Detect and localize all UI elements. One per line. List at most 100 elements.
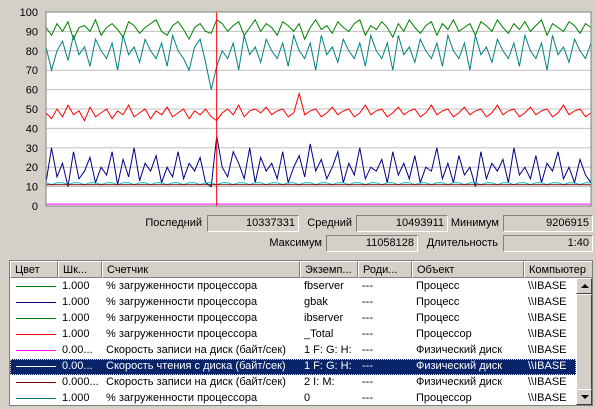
column-header-object[interactable]: Объект <box>412 261 524 278</box>
cell-scale: 1.000 <box>62 312 90 324</box>
cell-counter: % загруженности процессора <box>106 392 258 404</box>
cell-object: Процесс <box>416 296 460 308</box>
color-swatch <box>16 398 56 399</box>
cell-computer: \\IBASE <box>528 376 567 388</box>
cell-instance: 1 F: G: H: <box>304 360 352 372</box>
cell-parent: --- <box>362 376 373 388</box>
y-tick-label: 100 <box>20 7 38 19</box>
cell-counter: % загруженности процессора <box>106 280 258 292</box>
last-value: 10337331 <box>207 215 299 232</box>
graph-border <box>45 11 592 207</box>
color-swatch <box>16 366 56 367</box>
maximum-label: Максимум <box>269 237 322 249</box>
cell-parent: --- <box>362 344 373 356</box>
color-swatch <box>16 302 56 303</box>
cell-computer: \\IBASE <box>528 296 567 308</box>
cell-computer: \\IBASE <box>528 312 567 324</box>
cell-instance: 1 F: G: H: <box>304 344 352 356</box>
maximum-value: 11058128 <box>326 235 418 252</box>
cell-instance: 2 I: M: <box>304 376 335 388</box>
cell-counter: Скорость записи на диск (байт/сек) <box>106 344 286 356</box>
color-swatch <box>16 334 56 335</box>
cell-computer: \\IBASE <box>528 344 567 356</box>
last-label: Последний <box>145 217 202 229</box>
cell-object: Процесс <box>416 280 460 292</box>
cell-scale: 1.000 <box>62 392 90 404</box>
graph-series <box>45 18 592 205</box>
arrow-up-icon <box>581 284 589 288</box>
y-tick-label: 10 <box>26 182 38 194</box>
cell-object: Процессор <box>416 328 472 340</box>
average-label: Средний <box>307 217 352 229</box>
color-swatch <box>16 382 56 383</box>
cell-scale: 0.000... <box>62 376 99 388</box>
cell-computer: \\IBASE <box>528 280 567 292</box>
table-row[interactable]: 1.000 % загруженности процессора gbak --- Пр… <box>10 295 576 311</box>
cell-parent: --- <box>362 360 373 372</box>
column-header-scale[interactable]: Шк... <box>58 261 102 278</box>
cell-instance: ibserver <box>304 312 344 324</box>
column-header-parent[interactable]: Роди... <box>358 261 412 278</box>
counter-list[interactable]: Цвет Шк... Счетчик Экземп... Роди... Объ… <box>9 260 593 406</box>
cell-object: Процесс <box>416 312 460 324</box>
series-line-2 <box>45 91 592 122</box>
y-tick-label: 0 <box>32 201 38 212</box>
minimum-label: Минимум <box>450 217 499 229</box>
cell-counter: % загруженности процессора <box>106 328 258 340</box>
cell-scale: 0.00... <box>62 360 93 372</box>
cell-computer: \\IBASE <box>528 328 567 340</box>
cell-counter: % загруженности процессора <box>106 312 258 324</box>
cell-parent: --- <box>362 280 373 292</box>
cell-counter: Скорость чтения с диска (байт/сек) <box>106 360 286 372</box>
focus-rect <box>10 359 576 375</box>
column-header-instance[interactable]: Экземп... <box>300 261 358 278</box>
cell-scale: 1.000 <box>62 280 90 292</box>
minimum-value: 9206915 <box>503 215 593 232</box>
column-header-computer[interactable]: Компьютер <box>524 261 592 278</box>
color-swatch <box>16 350 56 351</box>
table-row[interactable]: 0.00... Скорость записи на диск (байт/сек… <box>10 343 576 359</box>
series-line-3 <box>45 136 592 188</box>
cell-object: Физический диск <box>416 344 503 356</box>
y-tick-label: 30 <box>26 143 38 155</box>
table-row[interactable]: 1.000 % загруженности процессора _Total ---… <box>10 327 576 343</box>
cell-object: Процессор <box>416 392 472 404</box>
series-line-1 <box>45 33 592 90</box>
duration-value: 1:40 <box>503 235 593 252</box>
series-line-0 <box>45 18 592 41</box>
scroll-thumb[interactable] <box>576 294 592 398</box>
column-header-counter[interactable]: Счетчик <box>102 261 300 278</box>
vertical-scrollbar[interactable] <box>576 278 592 405</box>
cell-parent: --- <box>362 296 373 308</box>
table-row[interactable]: 1.000 % загруженности процессора ibserver -… <box>10 311 576 327</box>
table-row[interactable]: 1.000 % загруженности процессора fbserver -… <box>10 279 576 295</box>
scroll-down-button[interactable] <box>576 389 592 405</box>
column-header-color[interactable]: Цвет <box>10 261 58 278</box>
y-tick-label: 50 <box>26 104 38 116</box>
cell-parent: --- <box>362 328 373 340</box>
cell-parent: --- <box>362 392 373 404</box>
table-row[interactable]: 0.000... Скорость записи на диск (байт/се… <box>10 375 576 391</box>
cell-counter: % загруженности процессора <box>106 296 258 308</box>
cell-parent: --- <box>362 312 373 324</box>
table-row[interactable]: 0.00... Скорость чтения с диска (байт/сек… <box>10 359 576 375</box>
y-tick-label: 80 <box>26 46 38 58</box>
scroll-up-button[interactable] <box>576 278 592 294</box>
cell-object: Физический диск <box>416 376 503 388</box>
cell-instance: _Total <box>304 328 334 340</box>
duration-label: Длительность <box>426 237 498 249</box>
cell-scale: 0.00... <box>62 344 93 356</box>
y-tick-label: 20 <box>26 162 38 174</box>
y-tick-label: 60 <box>26 85 38 97</box>
table-row[interactable]: 1.000 % загруженности процессора 0 --- Проце… <box>10 391 576 405</box>
cell-scale: 1.000 <box>62 296 90 308</box>
y-tick-label: 40 <box>26 123 38 135</box>
color-swatch <box>16 286 56 287</box>
cell-instance: gbak <box>304 296 328 308</box>
cell-counter: Скорость записи на диск (байт/сек) <box>106 376 286 388</box>
y-tick-label: 70 <box>26 65 38 77</box>
cell-instance: fbserver <box>304 280 344 292</box>
cell-object: Физический диск <box>416 360 503 372</box>
